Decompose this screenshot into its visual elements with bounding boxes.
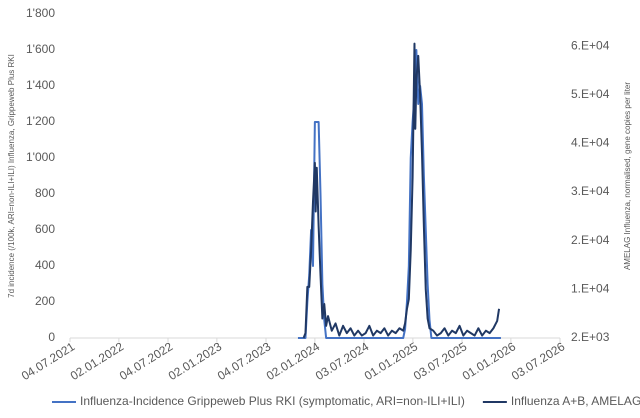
x-tick-label: 03.07.2026	[509, 339, 568, 383]
y2-axis-title: AMELAG Influenza, normalised, gene copie…	[623, 82, 632, 270]
x-tick-label: 03.07.2025	[411, 339, 470, 383]
x-tick-label: 03.07.2024	[313, 339, 372, 383]
y2-tick-label: 5.E+04	[571, 87, 610, 101]
x-tick-label: 04.07.2023	[215, 339, 274, 383]
y2-tick-label: 6.E+04	[571, 38, 610, 52]
legend-label: Influenza A+B, AMELAG	[511, 394, 640, 408]
y-tick-label: 0	[48, 330, 55, 344]
y-tick-label: 1'400	[26, 78, 55, 92]
y-tick-label: 1'200	[26, 114, 55, 128]
y-tick-label: 1'600	[26, 42, 55, 56]
y2-tick-label: 3.E+04	[571, 184, 610, 198]
y-tick-label: 800	[35, 186, 55, 200]
y-tick-label: 1'000	[26, 150, 55, 164]
x-tick-label: 02.01.2024	[264, 339, 323, 383]
x-tick-label: 02.01.2023	[166, 339, 225, 383]
y-tick-label: 400	[35, 258, 55, 272]
x-tick-label: 01.01.2025	[362, 339, 421, 383]
series-line	[297, 49, 501, 339]
series-line	[302, 42, 501, 339]
y-tick-label: 600	[35, 222, 55, 236]
y-tick-label: 1'800	[26, 6, 55, 20]
y2-tick-label: 4.E+04	[571, 136, 610, 150]
x-tick-label: 04.07.2021	[19, 339, 78, 383]
y2-tick-label: 2.E+04	[571, 233, 610, 247]
legend-label: Influenza-Incidence Grippeweb Plus RKI (…	[80, 394, 465, 408]
y2-tick-label: 2.E+03	[571, 330, 610, 344]
y2-tick-label: 1.E+04	[571, 282, 610, 296]
y-axis-title: 7d incidence (/100k, ARI=non-ILI+ILI) In…	[7, 54, 16, 298]
x-tick-label: 04.07.2022	[117, 339, 176, 383]
x-tick-label: 01.01.2026	[460, 339, 519, 383]
x-tick-label: 02.01.2022	[68, 339, 127, 383]
y-tick-label: 200	[35, 294, 55, 308]
